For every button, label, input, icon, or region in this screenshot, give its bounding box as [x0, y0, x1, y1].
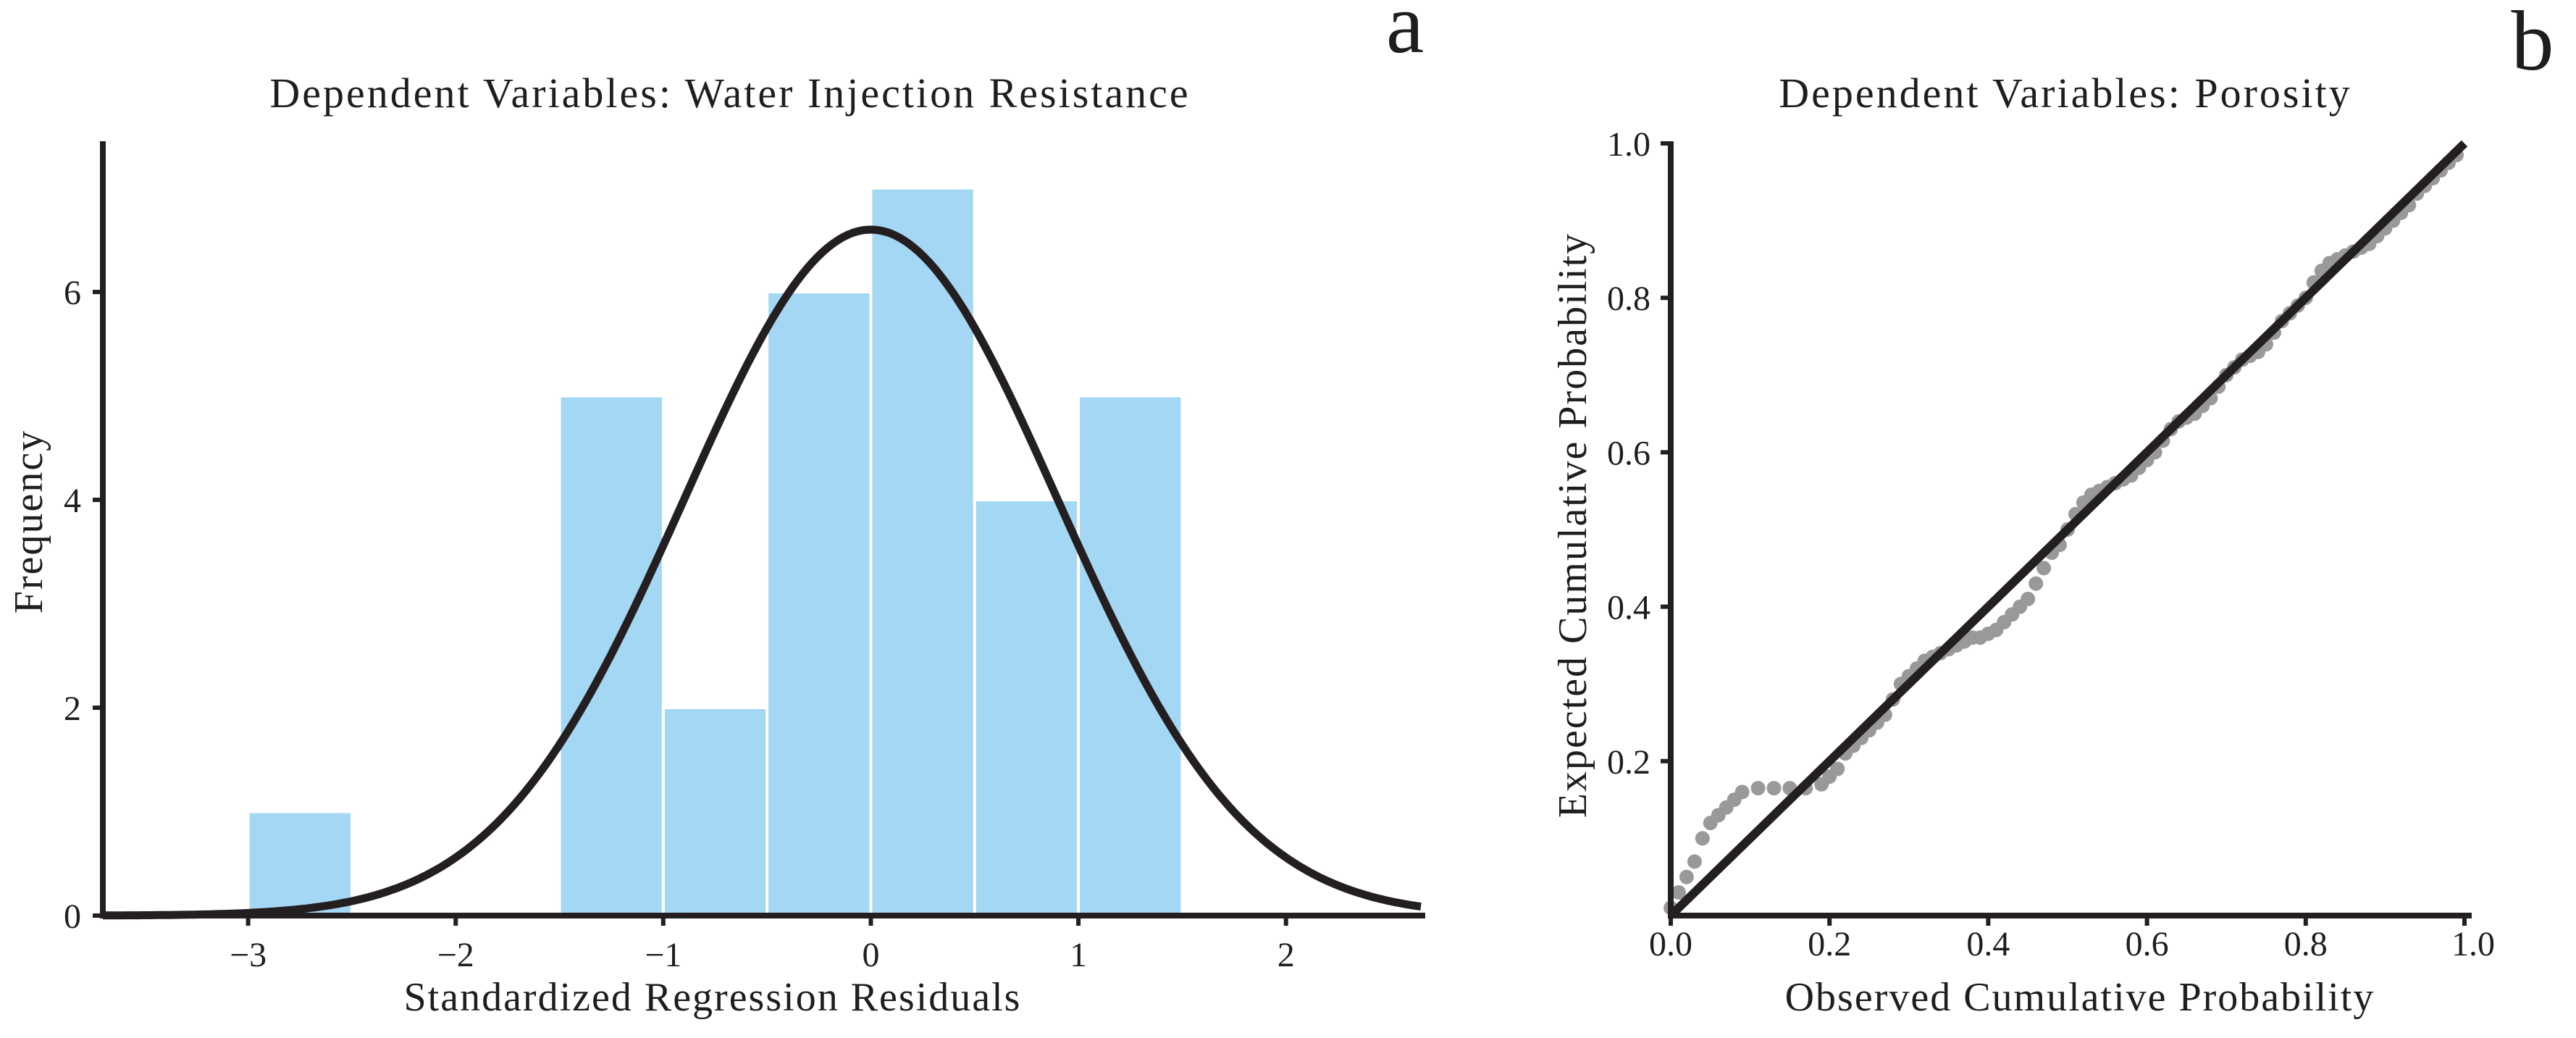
- histogram-bar: [765, 290, 873, 917]
- y-ticks: 0.2 0.4 0.6 0.8 1.0: [1607, 125, 1671, 782]
- x-tick-label: 2: [1277, 936, 1295, 974]
- data-point: [1679, 869, 1694, 884]
- histogram-bar: [246, 810, 353, 917]
- x-ticks: −3 −2 −1 0 1 2: [230, 916, 1295, 974]
- x-tick-label: 0.6: [2126, 925, 2169, 963]
- x-tick-label: 0.2: [1808, 925, 1851, 963]
- data-point: [1734, 784, 1750, 800]
- x-tick-label: 0: [862, 936, 879, 974]
- data-point: [1671, 885, 1686, 900]
- data-point: [1766, 781, 1782, 796]
- y-tick-label: 0: [64, 897, 81, 936]
- x-tick-label: −2: [437, 936, 474, 974]
- data-point: [1830, 761, 1845, 777]
- x-tick-label: −1: [645, 936, 681, 974]
- x-tick-label: 0.4: [1966, 925, 2010, 963]
- panel-label-a: a: [1386, 0, 1424, 71]
- y-tick-label: 0.2: [1607, 743, 1650, 782]
- data-point: [1695, 831, 1710, 846]
- data-point: [2036, 561, 2052, 576]
- data-point: [1687, 854, 1702, 869]
- data-point: [1750, 781, 1766, 796]
- panel-label-b: b: [2512, 0, 2554, 88]
- x-tick-label: 0.0: [1649, 925, 1692, 963]
- y-axis-label: Frequency: [7, 430, 51, 614]
- y-tick-label: 0.6: [1607, 434, 1650, 472]
- y-tick-label: 0.8: [1607, 280, 1650, 318]
- normal-curve: [103, 225, 1422, 920]
- histogram-panel: Dependent Variables: Water Injection Res…: [7, 0, 1425, 1020]
- x-tick-label: 1.0: [2451, 925, 2495, 963]
- pp-plot-panel: Dependent Variables: Porosity b 0.0 0.2 0.…: [1551, 0, 2554, 1020]
- histogram-title: Dependent Variables: Water Injection Res…: [269, 70, 1190, 117]
- x-ticks: 0.0 0.2 0.4 0.6 0.8 1.0: [1649, 916, 2495, 963]
- y-tick-label: 1.0: [1607, 125, 1650, 164]
- pp-plot-title: Dependent Variables: Porosity: [1779, 70, 2351, 117]
- histogram-bar: [973, 498, 1081, 917]
- data-point: [2029, 576, 2044, 591]
- y-tick-label: 0.4: [1607, 589, 1650, 627]
- y-tick-label: 4: [64, 482, 81, 520]
- y-axis-label: Expected Cumulative Probability: [1551, 233, 1595, 819]
- x-tick-label: −3: [230, 936, 267, 974]
- x-tick-label: 1: [1070, 936, 1087, 974]
- histogram-bar: [661, 706, 769, 917]
- y-tick-label: 2: [64, 690, 81, 728]
- x-tick-label: 0.8: [2284, 925, 2328, 963]
- data-point: [2021, 591, 2036, 606]
- x-axis-label: Observed Cumulative Probability: [1785, 975, 2375, 1020]
- histogram-bars: [246, 186, 1184, 917]
- histogram-bar: [869, 186, 976, 917]
- reference-line: [1667, 140, 2468, 919]
- y-tick-label: 6: [64, 274, 81, 312]
- x-axis-label: Standardized Regression Residuals: [404, 975, 1022, 1020]
- y-ticks: 0 2 4 6: [64, 274, 103, 936]
